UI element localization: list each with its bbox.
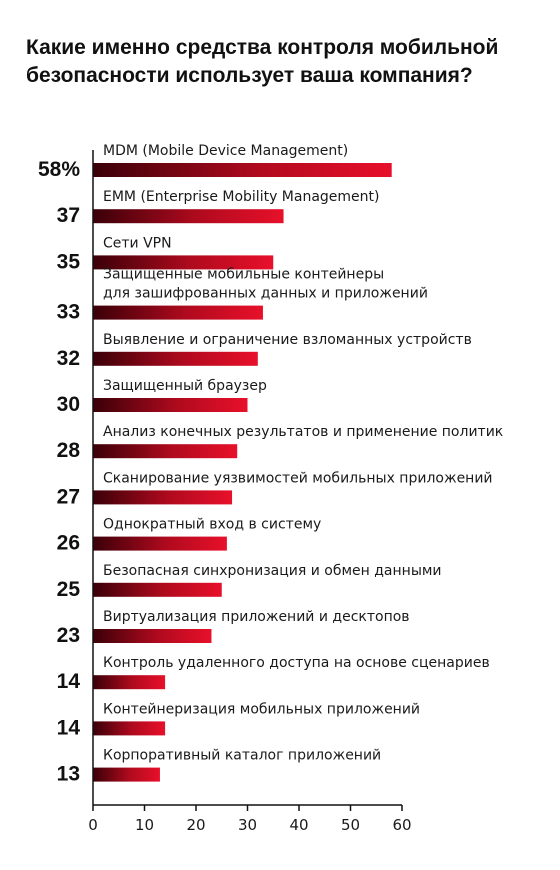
bar — [93, 163, 392, 177]
value-label: 37 — [57, 204, 80, 227]
value-label: 27 — [57, 485, 80, 508]
value-label: 28 — [57, 439, 81, 462]
category-label: Корпоративный каталог приложений — [103, 748, 381, 764]
bar — [93, 767, 160, 782]
labels-layer: MDM (Mobile Device Management) 58% EMM (En… — [38, 143, 503, 786]
x-tick-label: 10 — [135, 816, 154, 834]
category-label: Контейнеризация мобильных приложений — [103, 701, 420, 717]
category-label: Сканирование уязвимостей мобильных прило… — [103, 470, 493, 486]
value-label: 30 — [57, 393, 80, 416]
value-label: 33 — [57, 301, 80, 324]
value-label: 23 — [57, 624, 80, 647]
chart-title: Какие именно средства контроля мобильной… — [26, 36, 499, 87]
category-label: Однократный вход в систему — [103, 517, 321, 533]
category-label: Контроль удаленного доступа на основе сц… — [103, 655, 490, 671]
bar — [93, 536, 227, 551]
bar — [93, 675, 166, 690]
value-label: 14 — [57, 716, 81, 739]
category-label: EMM (Enterprise Mobility Management) — [103, 189, 380, 205]
x-tick-label: 40 — [289, 816, 308, 834]
bar — [93, 398, 248, 412]
bar — [93, 721, 166, 736]
category-label: Защищенные мобильные контейнеры — [103, 267, 384, 283]
bar — [93, 255, 274, 270]
category-label: Анализ конечных результатов и применение… — [103, 424, 503, 440]
category-label: Сети VPN — [103, 235, 172, 251]
category-label: Выявление и ограничение взломанных устро… — [103, 332, 472, 348]
bar — [93, 305, 263, 320]
value-label: 58% — [38, 158, 80, 181]
value-label: 13 — [57, 763, 80, 786]
x-tick-label: 20 — [186, 816, 205, 834]
bar — [93, 629, 212, 643]
x-axis: 0 10 20 30 40 50 60 — [88, 150, 412, 834]
bar — [93, 444, 238, 459]
bar — [93, 209, 284, 224]
value-label: 32 — [57, 347, 80, 370]
x-tick-label: 50 — [341, 816, 360, 834]
x-tick-label: 0 — [88, 816, 98, 834]
value-label: 26 — [57, 532, 80, 555]
category-label: Безопасная синхронизация и обмен данными — [103, 563, 442, 579]
category-label: Защищенный браузер — [103, 378, 267, 394]
bar — [93, 351, 258, 366]
category-label: MDM (Mobile Device Management) — [103, 143, 348, 159]
x-tick-label: 30 — [238, 816, 257, 834]
category-label: для зашифрованных данных и приложений — [103, 286, 428, 302]
category-label: Виртуализация приложений и десктопов — [103, 609, 410, 625]
bar — [93, 490, 233, 505]
bars-layer — [93, 163, 392, 782]
bar — [93, 582, 222, 597]
x-tick-label: 60 — [392, 816, 411, 834]
value-label: 14 — [57, 670, 81, 693]
value-label: 25 — [57, 578, 81, 601]
value-label: 35 — [57, 250, 81, 273]
